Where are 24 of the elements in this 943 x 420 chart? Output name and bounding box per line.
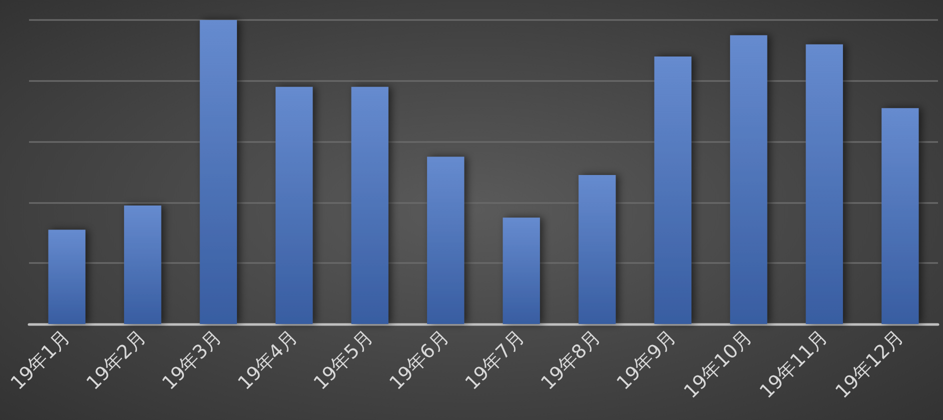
bar [427,156,464,324]
x-tick-label: 19年6月 [385,326,454,394]
x-tick-label: 19年11月 [756,326,832,403]
x-tick-label: 19年2月 [82,326,150,394]
bar [502,218,540,324]
x-tick-label: 19年10月 [680,326,756,403]
bar [578,175,616,324]
bar [806,44,843,324]
x-tick-label: 19年5月 [310,326,378,394]
bar [124,205,162,324]
x-tick-label: 19年1月 [6,326,75,394]
bar [730,35,768,324]
x-tick-label: 19年4月 [234,326,302,394]
x-tick-label: 19年3月 [158,326,226,394]
x-tick-label: 19年12月 [831,326,908,403]
x-tick-label: 19年7月 [461,326,530,394]
bar [351,86,388,324]
bar [882,108,919,324]
x-tick-label: 19年9月 [612,326,681,394]
bar [200,20,237,324]
bar [276,86,313,324]
bar [48,230,86,324]
bar [654,56,692,324]
x-tick-label: 19年8月 [536,326,605,394]
